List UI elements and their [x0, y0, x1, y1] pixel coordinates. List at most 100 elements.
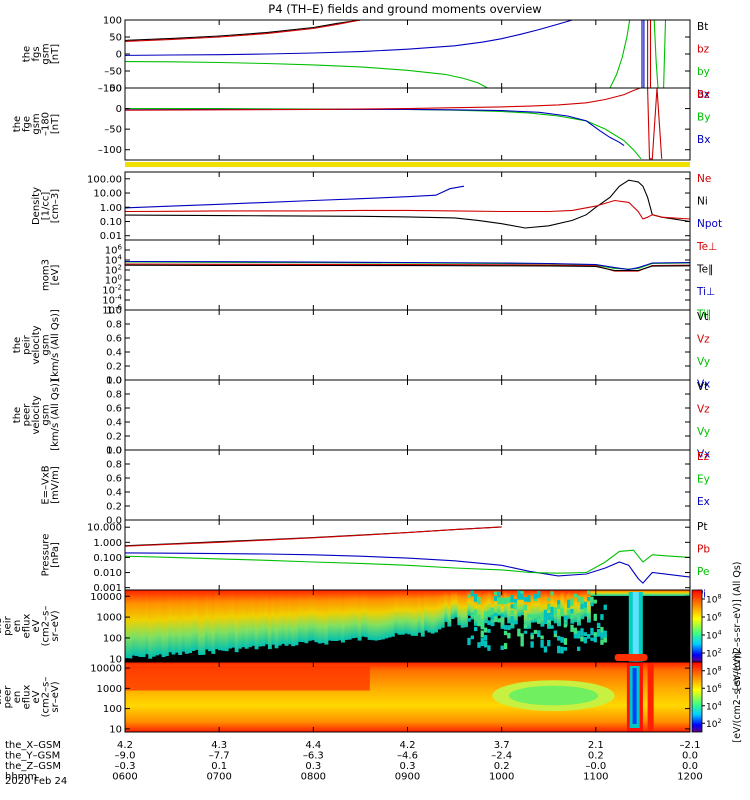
- legend-entry: Pe: [697, 566, 709, 578]
- colorbar-scale: [691, 661, 703, 733]
- legend-entry: Vx: [697, 449, 710, 461]
- colorbar-tick-label: 102: [706, 647, 722, 660]
- y-tick-label: 0.8: [106, 390, 122, 401]
- legend-entry: Vz: [697, 404, 710, 416]
- x-axis-value: 0.1: [211, 761, 227, 772]
- y-tick-label: 0.2: [106, 432, 122, 443]
- panel-frame: [124, 171, 691, 241]
- legend-entry: Bx: [697, 134, 710, 146]
- y-axis-label: thepeerenefluxeV(cm2–s–sr–eV): [0, 677, 61, 718]
- panel-peer-spectrogram: 10000 1000 100 10 thepeerenefluxeV(cm2–s–sr–…: [0, 661, 691, 735]
- x-axis-value: 4.3: [211, 740, 227, 751]
- series-line: [663, 19, 667, 89]
- colorbar-scale: [691, 589, 703, 663]
- legend-entry: Ne: [697, 173, 711, 185]
- x-axis-value: 0.0: [682, 761, 698, 772]
- legend-entry: Npot: [697, 218, 722, 230]
- y-tick-label: 10000: [90, 592, 122, 603]
- panel-pressure: 10.000 1.000 0.100 0.010 0.001 Pressure[nPa] P…: [41, 519, 710, 601]
- series-line: [124, 264, 691, 272]
- y-axis-label: thepeirenefluxeV(cm2–s–sr–eV): [0, 606, 61, 647]
- series-line: [124, 260, 691, 271]
- x-axis-value: 2.1: [588, 740, 604, 751]
- quality-flag-bar: [125, 162, 690, 167]
- legend-entry: Vx: [697, 379, 710, 391]
- y-tick-label: 0.8: [106, 460, 122, 471]
- panel-frame: [124, 449, 691, 521]
- legend-entry: Bz: [697, 89, 710, 101]
- colorbar-tick-label: 106: [706, 682, 722, 695]
- y-axis-label: thepeirvelocitygsm[km/s (All Qs)]: [12, 309, 61, 381]
- x-axis-value: 0900: [395, 772, 420, 783]
- legend-entry: Pb: [697, 544, 710, 556]
- panels: 100 50 0 –50 –100 thefgsgsm[nT] Bt bz by bx 50 0 –50…: [0, 16, 743, 743]
- x-axis-value: 4.4: [305, 740, 321, 751]
- legend-entry: Vz: [697, 334, 710, 346]
- x-axis-value: –0.3: [115, 761, 136, 772]
- y-axis-label: mom3[eV]: [41, 259, 62, 291]
- colorbar-label: [eV/(cm2–s–sr–eV)] (All Qs): [732, 562, 743, 691]
- legend-entry: bz: [697, 44, 710, 56]
- legend-entry: Ez: [697, 451, 710, 463]
- legend-entry: Ti⊥: [696, 286, 715, 298]
- x-axis-row-label: hhmm: [5, 772, 37, 783]
- legend-entry: Vy: [697, 356, 710, 368]
- colorbar-tick-label: 104: [706, 699, 722, 712]
- x-axis-value: 0.2: [494, 761, 510, 772]
- date-label: 2020 Feb 24: [5, 776, 67, 787]
- panel-frame: [124, 19, 691, 89]
- series-line: [124, 19, 573, 56]
- series-line: [124, 19, 361, 41]
- y-tick-label: 0.4: [106, 348, 122, 359]
- y-tick-label: 10-6: [102, 304, 122, 317]
- legend-entry: Te‖: [696, 264, 713, 276]
- series-line: [124, 179, 691, 229]
- y-tick-label: 0.4: [106, 488, 122, 499]
- colorbar-tick-label: 106: [706, 611, 722, 624]
- panel-frame: [124, 309, 691, 381]
- colorbar-label: [eV/(cm2–s–sr–eV)]: [732, 651, 743, 742]
- y-tick-label: 1.0: [106, 376, 122, 387]
- y-tick-label: 100: [103, 633, 122, 644]
- panel-efield: 1.0 0.8 0.6 0.4 0.2 0.0 E=–VxB[mV/m] Ez Ey Ex: [41, 446, 710, 527]
- y-tick-label: 1000: [97, 613, 122, 624]
- y-axis-label: Density[1/cc][cm–3]: [31, 187, 61, 225]
- y-tick-label: 0.6: [106, 404, 122, 415]
- y-tick-label: –100: [98, 84, 122, 95]
- series-line: [609, 19, 631, 89]
- peir-image: [125, 590, 690, 662]
- x-axis-row-label: the_X–GSM: [5, 740, 61, 751]
- x-axis-value: 0600: [112, 772, 137, 783]
- x-axis-value: 0.2: [588, 751, 604, 762]
- y-tick-label: 0.001: [93, 583, 122, 594]
- colorbar-tick-label: 108: [706, 664, 722, 677]
- series-line: [124, 87, 641, 111]
- y-tick-label: 50: [109, 84, 122, 95]
- panel-frame: [124, 239, 691, 311]
- series-line: [124, 549, 691, 574]
- legend-entry: Ti‖: [696, 309, 711, 321]
- x-axis-row-label: the_Y–GSM: [5, 751, 60, 762]
- y-tick-label: 0.0: [106, 516, 122, 527]
- panel-density: 100.00 10.00 1.00 0.10 0.01 Density[1/cc][cm–…: [31, 171, 722, 242]
- y-tick-label: 0: [116, 50, 122, 61]
- y-tick-label: –50: [104, 125, 122, 136]
- series-line: [653, 19, 659, 89]
- y-axis-label: thefgegsm–180[nT]: [12, 112, 61, 136]
- y-tick-label: 0.2: [106, 502, 122, 513]
- panel-peir-spectrogram: 10000 1000 100 10 thepeirenefluxeV(cm2–s–sr–…: [0, 589, 691, 665]
- y-tick-label: 10-4: [102, 294, 122, 307]
- legend-entry: Ni: [697, 196, 708, 208]
- x-axis-row-label: the_Z–GSM: [5, 761, 61, 772]
- y-tick-label: 100: [105, 274, 122, 287]
- y-tick-label: –100: [98, 145, 122, 156]
- y-tick-label: 1.00: [100, 203, 122, 214]
- y-axis-label: E=–VxB[mV/m]: [41, 465, 62, 504]
- y-tick-label: 0.8: [106, 320, 122, 331]
- legend-entry: Vy: [697, 426, 710, 438]
- colorbar-tick-label: 102: [706, 717, 722, 730]
- colorbar-tick-label: 108: [706, 593, 722, 606]
- x-axis-value: 1100: [583, 772, 608, 783]
- y-axis-label: Pressure[nPa]: [41, 534, 62, 577]
